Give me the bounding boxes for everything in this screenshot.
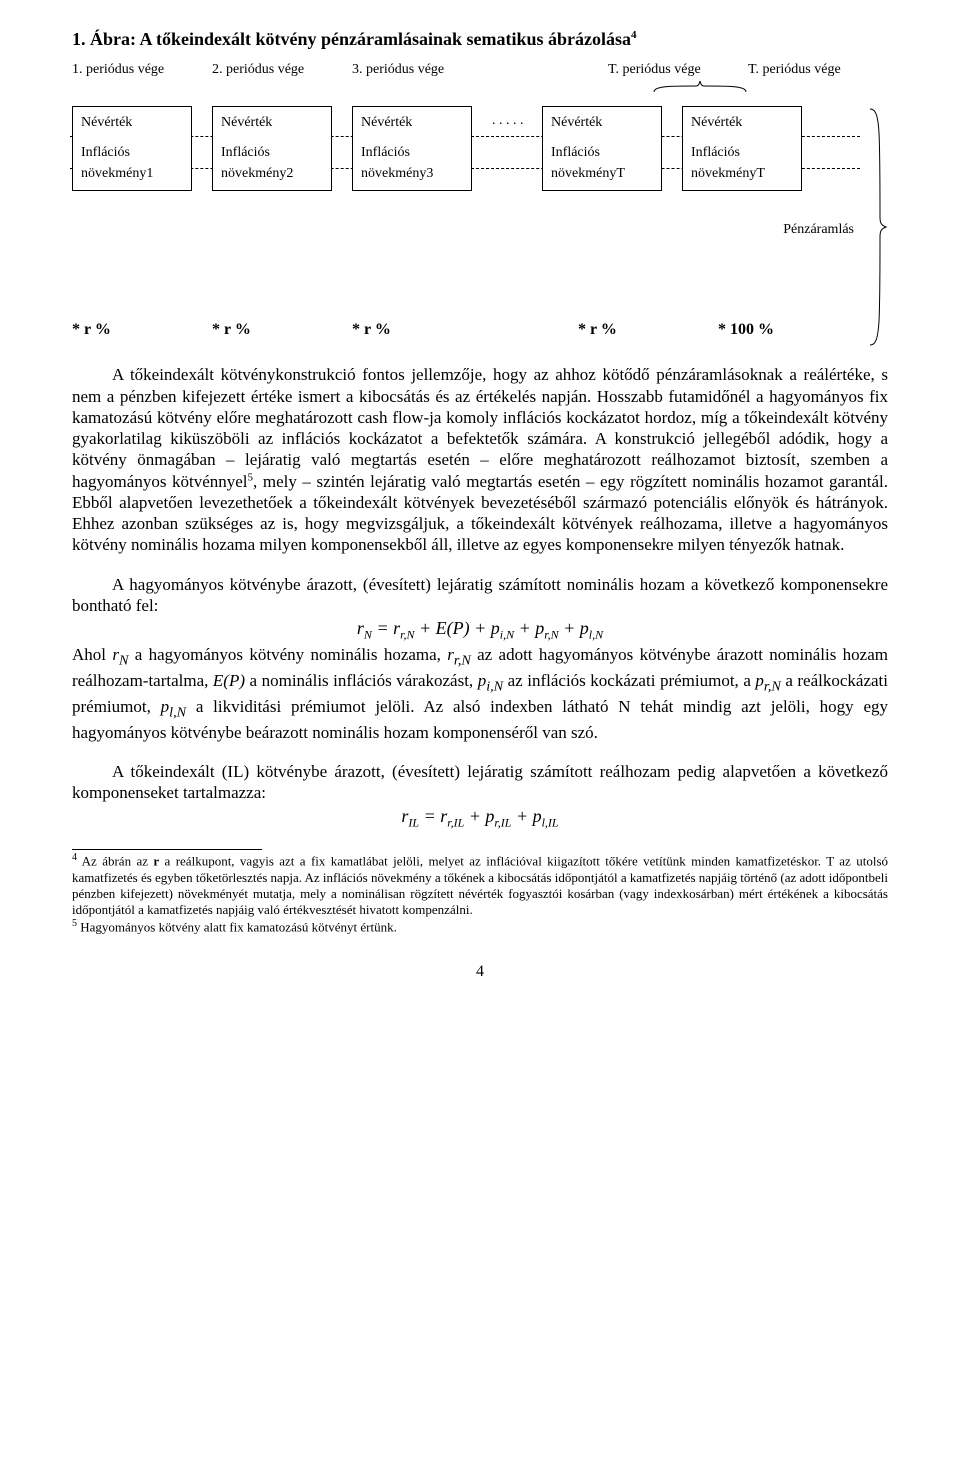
- period-3: 3. periódus vége: [352, 61, 492, 79]
- paragraph-2: A hagyományos kötvénybe árazott, (évesít…: [72, 574, 888, 617]
- period-T2: T. periódus vége: [748, 61, 888, 79]
- figure-title-text: 1. Ábra: A tőkeindexált kötvény pénzáram…: [72, 29, 631, 49]
- box3-top: Névérték: [361, 113, 463, 133]
- body-text: A tőkeindexált kötvénykonstrukció fontos…: [72, 364, 888, 831]
- figure-title-sup: 4: [631, 29, 637, 41]
- box1-b2: növekmény1: [81, 164, 183, 184]
- figure-title: 1. Ábra: A tőkeindexált kötvény pénzáram…: [72, 28, 888, 51]
- footnote-separator: [72, 849, 262, 850]
- boxes-row: Névérték Inflációs növekmény1 Névérték I…: [72, 106, 858, 191]
- formula-1: rN = rr,N + E(P) + pi,N + pr,N + pl,N: [72, 616, 888, 643]
- paragraph-3: Ahol rN a hagyományos kötvény nominális …: [72, 644, 888, 744]
- boxes-ellipsis: . . . . .: [492, 106, 532, 191]
- p3-prN-sub: r,N: [764, 678, 781, 694]
- p3-piN-sub: i,N: [486, 678, 503, 694]
- multiplier-row: * r % * r % * r % * r % * 100 %: [72, 320, 858, 340]
- p3-rN-sub: N: [119, 652, 128, 668]
- mult-3: * r %: [352, 320, 492, 340]
- page-number: 4: [72, 962, 888, 982]
- p3-f: a likviditási prémiumot jelöli. Az alsó …: [72, 697, 888, 742]
- fn4-b: a reálkupont, vagyis azt a fix kamatlába…: [72, 853, 888, 917]
- period-brace: [72, 80, 888, 96]
- diagram: Névérték Inflációs növekmény1 Névérték I…: [72, 106, 888, 364]
- box2-b2: növekmény2: [221, 164, 323, 184]
- p3-plN: p: [161, 697, 170, 716]
- mult-1: * r %: [72, 320, 212, 340]
- p3-rrN-sub: r,N: [454, 652, 471, 668]
- mult-T2: * 100 %: [718, 320, 858, 340]
- box3-b1: Inflációs: [361, 143, 463, 163]
- box1-top: Névérték: [81, 113, 183, 133]
- nominal-box-3: Névérték Inflációs növekmény3: [352, 106, 472, 191]
- p3-a: a hagyományos kötvény nominális hozama,: [128, 645, 447, 664]
- mult-2: * r %: [212, 320, 352, 340]
- footnotes: 4 Az ábrán az r a reálkupont, vagyis azt…: [72, 852, 888, 936]
- footnote-5: 5 Hagyományos kötvény alatt fix kamatozá…: [72, 918, 888, 936]
- period-1: 1. periódus vége: [72, 61, 212, 79]
- p3-c: a nominális inflációs várakozást,: [245, 671, 478, 690]
- paragraph-4: A tőkeindexált (IL) kötvénybe árazott, (…: [72, 761, 888, 804]
- boxT1-b1: Inflációs: [551, 143, 653, 163]
- period-T1: T. periódus vége: [608, 61, 748, 79]
- cashflow-label: Pénzáramlás: [72, 221, 854, 239]
- mult-T1: * r %: [578, 320, 718, 340]
- p3-rrN: r: [447, 645, 454, 664]
- nominal-box-T1: Névérték Inflációs növekményT: [542, 106, 662, 191]
- footnote-4: 4 Az ábrán az r a reálkupont, vagyis azt…: [72, 852, 888, 918]
- boxT2-b1: Inflációs: [691, 143, 793, 163]
- period-2: 2. periódus vége: [212, 61, 352, 79]
- p3-prN: p: [755, 671, 764, 690]
- boxT2-b2: növekményT: [691, 164, 793, 184]
- fn5-text: Hagyományos kötvény alatt fix kamatozású…: [77, 920, 397, 935]
- period-row: 1. periódus vége 2. periódus vége 3. per…: [72, 61, 888, 79]
- boxT1-top: Névérték: [551, 113, 653, 133]
- paragraph-1: A tőkeindexált kötvénykonstrukció fontos…: [72, 364, 888, 555]
- box1-b1: Inflációs: [81, 143, 183, 163]
- box2-b1: Inflációs: [221, 143, 323, 163]
- nominal-box-2: Névérték Inflációs növekmény2: [212, 106, 332, 191]
- big-brace-icon: [866, 106, 888, 348]
- box3-b2: növekmény3: [361, 164, 463, 184]
- fn4-a: Az ábrán az: [77, 853, 153, 868]
- nominal-box-T2: Névérték Inflációs növekményT: [682, 106, 802, 191]
- boxT2-top: Névérték: [691, 113, 793, 133]
- box2-top: Névérték: [221, 113, 323, 133]
- p3-pre: Ahol: [72, 645, 112, 664]
- boxT1-b2: növekményT: [551, 164, 653, 184]
- p3-plN-sub: l,N: [169, 704, 186, 720]
- p3-piN: p: [478, 671, 487, 690]
- nominal-box-1: Névérték Inflációs növekmény1: [72, 106, 192, 191]
- brace-icon: [652, 80, 748, 96]
- p3-rN: r: [112, 645, 119, 664]
- formula-2: rIL = rr,IL + pr,IL + pl,IL: [72, 804, 888, 831]
- p3-EP: E(P): [213, 671, 245, 690]
- p3-d: az inflációs kockázati prémiumot, a: [503, 671, 755, 690]
